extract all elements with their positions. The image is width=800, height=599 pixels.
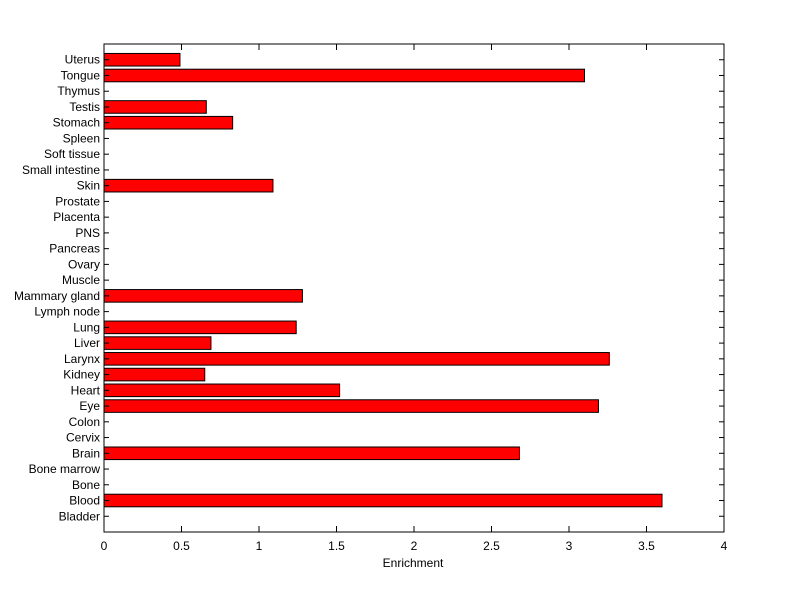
y-tick-label-lymph-node: Lymph node <box>34 305 100 319</box>
y-tick-label-uterus: Uterus <box>65 53 100 67</box>
bar-liver <box>103 336 212 350</box>
x-tick-label: 2.5 <box>483 539 500 553</box>
y-tick-label-thymus: Thymus <box>57 84 100 98</box>
x-tick-label: 1.5 <box>328 539 345 553</box>
bar-skin <box>103 178 274 193</box>
y-tick-label-small-intestine: Small intestine <box>22 163 100 177</box>
bar-stomach <box>103 115 234 130</box>
x-tick-label: 2 <box>411 539 418 553</box>
y-tick-label-spleen: Spleen <box>63 131 100 145</box>
y-tick-label-lung: Lung <box>73 320 100 334</box>
y-tick-label-tongue: Tongue <box>61 68 101 82</box>
y-tick-label-ovary: Ovary <box>68 257 100 271</box>
bar-uterus <box>103 52 181 67</box>
y-tick-label-liver: Liver <box>74 336 100 350</box>
x-tick-label: 0.5 <box>173 539 190 553</box>
x-tick-label: 0 <box>101 539 108 553</box>
y-tick-label-blood: Blood <box>69 494 100 508</box>
bar-tongue <box>103 68 585 83</box>
bar-kidney <box>103 367 206 382</box>
y-tick-label-skin: Skin <box>77 179 100 193</box>
y-tick-label-bladder: Bladder <box>59 509 100 523</box>
y-tick-label-heart: Heart <box>71 383 101 397</box>
y-tick-label-testis: Testis <box>69 100 100 114</box>
bar-larynx <box>103 352 610 366</box>
bar-mammary-gland <box>103 289 303 303</box>
y-tick-label-mammary-gland: Mammary gland <box>14 289 100 303</box>
bar-blood <box>103 493 663 508</box>
y-tick-label-brain: Brain <box>72 446 100 460</box>
x-tick-labels: 0 0.5 1 1.5 2 2.5 3 3.5 4 <box>101 539 728 553</box>
y-tick-label-stomach: Stomach <box>53 116 100 130</box>
y-tick-label-pancreas: Pancreas <box>49 242 100 256</box>
bar-testis <box>103 100 207 114</box>
y-tick-label-placenta: Placenta <box>53 210 100 224</box>
y-tick-label-eye: Eye <box>79 399 100 413</box>
y-tick-label-larynx: Larynx <box>64 352 100 366</box>
y-tick-label-soft-tissue: Soft tissue <box>44 147 100 161</box>
y-tick-label-bone-marrow: Bone marrow <box>29 462 101 476</box>
y-tick-label-bone: Bone <box>72 478 100 492</box>
y-tick-label-prostate: Prostate <box>55 194 100 208</box>
y-tick-label-colon: Colon <box>69 415 100 429</box>
x-tick-label: 3 <box>566 539 573 553</box>
x-tick-label: 4 <box>721 539 728 553</box>
bar-eye <box>103 399 599 413</box>
bar-heart <box>103 383 341 398</box>
bar-brain <box>103 446 520 461</box>
x-tick-label: 1 <box>256 539 263 553</box>
plot-frame <box>103 43 725 533</box>
y-tick-label-cervix: Cervix <box>66 431 100 445</box>
x-axis-label: Enrichment <box>383 556 444 570</box>
bar-lung <box>103 320 297 335</box>
y-tick-label-pns: PNS <box>75 226 100 240</box>
x-tick-label: 3.5 <box>638 539 655 553</box>
y-tick-label-muscle: Muscle <box>62 273 100 287</box>
y-tick-label-kidney: Kidney <box>63 368 100 382</box>
ticks-group <box>103 44 725 532</box>
